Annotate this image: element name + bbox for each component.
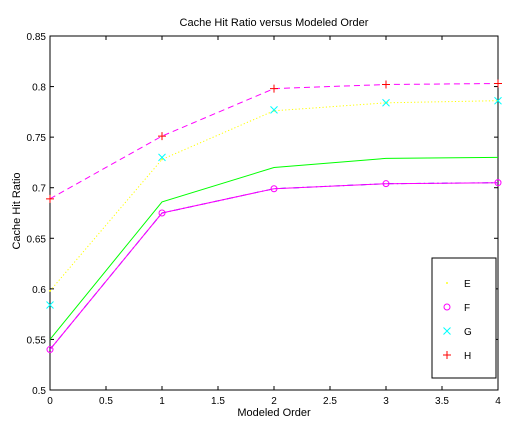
data-point-h <box>158 132 166 141</box>
legend-marker-f <box>443 303 451 311</box>
data-point-h <box>382 80 390 89</box>
legend-label-g: G <box>464 327 472 338</box>
x-axis-label: Modeled Order <box>237 407 311 419</box>
series-line-f <box>49 182 499 350</box>
data-point-g <box>158 153 166 162</box>
data-point-g <box>46 301 54 309</box>
data-point-h <box>494 79 502 88</box>
series-line-unlabeled-0 <box>49 156 499 340</box>
legend-marker-g <box>443 327 451 335</box>
data-point-f <box>382 180 390 188</box>
x-tick-label: 1 <box>159 396 165 407</box>
data-point-f <box>494 179 502 187</box>
y-tick-label: 0.75 <box>27 133 47 144</box>
axes: 0 0.5 1 1.5 2 2.5 3 3.5 40.50.550.60.650.70.750.… <box>27 32 502 407</box>
data-point-g <box>494 96 502 105</box>
y-tick-label: 0.65 <box>27 234 47 245</box>
data-point-e <box>49 290 51 292</box>
data-point-f <box>270 185 278 193</box>
data-point-f <box>46 346 54 354</box>
y-tick-label: 0.5 <box>32 386 46 397</box>
legend-label-f: F <box>464 303 470 314</box>
legend-label-h: H <box>464 351 471 362</box>
x-tick-label: 3.5 <box>435 396 449 407</box>
series-markers <box>46 79 502 354</box>
y-tick-label: 0.8 <box>32 83 46 94</box>
data-point-h <box>46 194 54 203</box>
x-tick-label: 0 <box>47 396 53 407</box>
legend-label-e: E <box>464 279 471 290</box>
x-tick-label: 4 <box>495 396 501 407</box>
y-tick-label: 0.7 <box>32 184 46 195</box>
x-tick-label: 3 <box>383 396 389 407</box>
legend-box <box>431 257 497 379</box>
data-point-f <box>158 209 166 217</box>
x-tick-label: 1.5 <box>211 396 225 407</box>
y-tick-label: 0.85 <box>27 32 47 43</box>
y-tick-label: 0.55 <box>27 335 47 346</box>
y-axis-label: Cache Hit Ratio <box>11 172 23 249</box>
plot-area <box>49 35 499 391</box>
x-tick-label: 2 <box>271 396 277 407</box>
data-point-g <box>382 98 390 107</box>
chart-title: Cache Hit Ratio versus Modeled Order <box>180 17 369 29</box>
data-point-e <box>161 158 163 161</box>
data-point-e <box>273 110 275 112</box>
x-tick-label: 0.5 <box>99 396 113 407</box>
data-point-g <box>270 105 278 114</box>
y-tick-label: 0.6 <box>32 285 46 296</box>
legend-marker-e <box>446 282 448 284</box>
x-tick-label: 2.5 <box>323 396 337 407</box>
data-point-h <box>270 84 278 93</box>
legend: E F G H <box>431 257 497 379</box>
legend-marker-h <box>443 351 451 359</box>
